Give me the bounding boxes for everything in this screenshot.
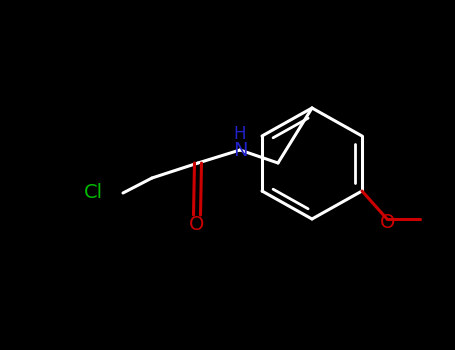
Text: N: N (233, 140, 247, 160)
Text: O: O (189, 215, 205, 233)
Text: Cl: Cl (83, 183, 102, 203)
Text: O: O (380, 212, 396, 231)
Text: H: H (234, 125, 246, 143)
